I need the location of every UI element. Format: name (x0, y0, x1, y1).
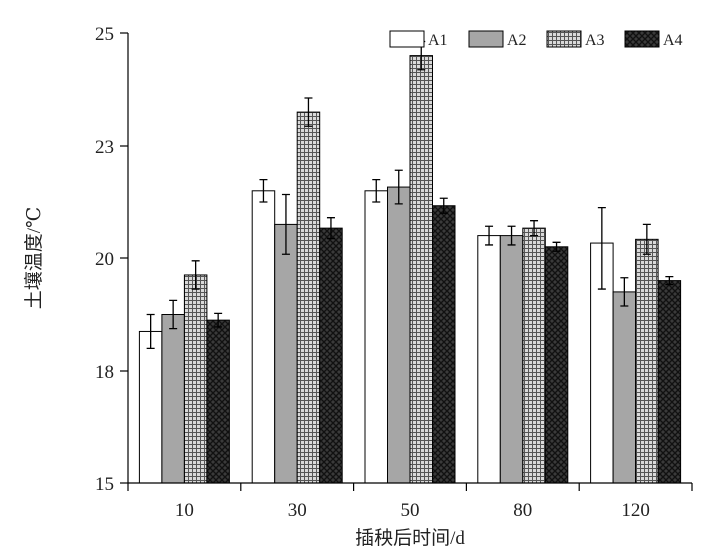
legend-label-A1: A1 (428, 32, 448, 49)
bar-A3-30 (296, 111, 321, 484)
error-bar-A3-120 (642, 223, 651, 255)
bar-A3-80 (522, 227, 546, 484)
x-tick-label: 30 (288, 500, 307, 521)
error-bar-A2-10 (169, 299, 178, 330)
bar-A3-120 (635, 238, 659, 484)
legend-label-A2: A2 (507, 32, 527, 49)
bar-A2-10 (161, 314, 185, 484)
legend-swatch-A2 (468, 30, 504, 48)
error-bar-A1-120 (597, 206, 606, 290)
x-tick-label: 50 (401, 500, 420, 521)
legend-swatch-A4 (624, 30, 660, 48)
legend-swatch-A1 (389, 30, 425, 48)
bar-A4-120 (657, 280, 682, 484)
bar-A1-50 (364, 190, 388, 484)
bar-A2-80 (499, 235, 524, 484)
error-bar-A4-50 (439, 197, 448, 214)
x-tick-label: 120 (621, 500, 650, 521)
error-bar-A2-50 (394, 169, 403, 205)
y-tick-label: 18 (95, 362, 114, 383)
y-tick-label: 15 (95, 474, 114, 495)
bar-A4-50 (432, 205, 456, 484)
x-axis-title: 插秧后时间/d (355, 527, 465, 549)
bar-A2-50 (387, 186, 411, 484)
legend-label-A4: A4 (663, 32, 683, 49)
error-bar-A4-30 (326, 217, 335, 240)
error-bar-A3-10 (191, 260, 200, 290)
legend-label-A3: A3 (585, 32, 605, 49)
bar-A2-120 (612, 291, 637, 484)
error-bar-A2-120 (620, 277, 629, 307)
legend-swatch-A3 (546, 30, 582, 48)
y-axis-title: 土壤温度/℃ (23, 207, 45, 310)
error-bar-A2-80 (507, 225, 516, 246)
bar-A1-10 (138, 330, 163, 484)
bar-A2-30 (274, 223, 298, 484)
error-bar-A4-80 (552, 241, 561, 252)
error-bar-A1-10 (146, 313, 155, 350)
bar-A4-10 (206, 319, 230, 484)
error-bar-A4-120 (665, 275, 674, 286)
error-bar-A1-50 (372, 178, 381, 203)
error-bar-A4-10 (214, 312, 223, 328)
error-bar-A3-80 (530, 220, 539, 237)
error-bar-A3-30 (304, 97, 313, 127)
x-tick-label: 10 (175, 500, 194, 521)
bar-A4-30 (319, 227, 343, 484)
bar-A3-50 (409, 55, 433, 484)
bar-A3-10 (183, 274, 208, 484)
error-bar-A1-30 (259, 178, 268, 203)
bar-A4-80 (544, 246, 569, 484)
y-tick-label: 25 (95, 24, 114, 45)
error-bar-A1-80 (485, 225, 494, 246)
bar-A1-80 (477, 235, 501, 484)
bar-A1-30 (251, 190, 276, 484)
y-tick-label: 23 (95, 137, 114, 158)
y-tick-label: 20 (95, 249, 114, 270)
x-tick-label: 80 (513, 500, 532, 521)
error-bar-A2-30 (281, 193, 290, 255)
